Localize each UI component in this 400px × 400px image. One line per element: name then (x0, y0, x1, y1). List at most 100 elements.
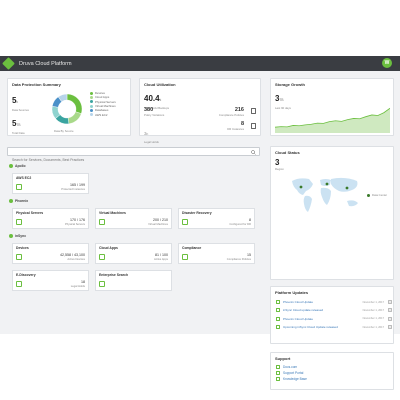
donut-caption: Data By Source (54, 129, 74, 133)
legend-dot-icon (90, 108, 93, 112)
update-link[interactable]: inSync Cloud update released (283, 308, 324, 313)
compliance-icon (182, 254, 188, 260)
data-protection-title: Data Protection Summary (12, 82, 61, 87)
legend-item: AWS EC2 (90, 112, 116, 117)
legend-label: AWS EC2 (95, 112, 108, 117)
search-icon[interactable] (251, 149, 256, 155)
devices-icon (16, 254, 22, 260)
backups-value: 40.4 (144, 94, 160, 103)
cloud-utilization-card: Cloud Utilization 40.4k Successful Backu… (139, 78, 261, 144)
support-link[interactable]: Docs.com (283, 365, 298, 369)
region-label: Region (275, 167, 284, 171)
total-data-value: 5 (12, 119, 17, 128)
update-icon (276, 308, 280, 313)
dismiss-icon[interactable]: × (388, 308, 392, 313)
tile-cloud-apps[interactable]: Cloud Apps 81 / 100 Active Apps (95, 243, 172, 264)
dismiss-icon[interactable]: × (388, 300, 392, 305)
dismiss-icon[interactable]: × (388, 325, 392, 330)
data-source-legend: Devices Cloud Apps Physical Servers Virtual… (90, 91, 116, 117)
support-link[interactable]: Knowledge Base (283, 377, 307, 381)
data-sources-value: 5 (12, 96, 17, 105)
update-icon (276, 325, 280, 330)
legend-item: Virtual Machines (90, 104, 116, 108)
storage-growth-title: Storage Growth (275, 82, 306, 87)
data-sources-label: Data Sources (12, 108, 29, 112)
aws-ec2-icon (16, 184, 22, 190)
user-avatar[interactable]: W (382, 58, 392, 68)
cloud-apps-icon (99, 254, 105, 260)
dr-instances-value: 8 (240, 121, 244, 127)
donut-slice-0[interactable] (66, 93, 83, 114)
virtual-machine-icon (99, 219, 105, 225)
phoenix-icon (9, 199, 13, 203)
section-phoenix: Phoenix (9, 199, 28, 203)
datacenter-asia-marker[interactable] (345, 186, 349, 190)
tile-physical-servers[interactable]: Physical Servers 170 / 176 Physical Serv… (12, 208, 89, 229)
update-item[interactable]: Phoenix Cloud Update November 1, 2017 × (276, 315, 392, 323)
update-link[interactable]: Phoenix Cloud Update (283, 316, 314, 321)
server-icon (16, 219, 22, 225)
update-item[interactable]: Phoenix Cloud Update November 1, 2017 × (276, 298, 392, 306)
platform-updates-list: Phoenix Cloud Update November 1, 2017 × inS… (276, 298, 392, 331)
datacenter-us-marker[interactable] (299, 185, 303, 189)
top-bar: Druva Cloud Platform W (0, 56, 400, 71)
enterprise-search-icon (99, 281, 105, 287)
storage-area (275, 108, 390, 133)
donut-slice-1[interactable] (67, 111, 82, 125)
update-link[interactable]: Upcoming inSync Cloud Update released (283, 325, 338, 330)
support-link[interactable]: Support Portal (283, 371, 304, 375)
apollo-icon (9, 164, 13, 168)
platform-updates-title: Platform Updates (275, 290, 309, 295)
support-item[interactable]: Knowledge Base (276, 376, 307, 382)
storage-growth-chart[interactable] (275, 107, 390, 133)
search-bar (7, 147, 260, 164)
policy-violations-label: Policy Violations (144, 113, 165, 117)
update-icon (276, 300, 280, 305)
support-title: Support (275, 356, 291, 361)
cloud-status-card: Cloud Status 3 Region Data Center (270, 146, 394, 280)
data-sources-unit: k (16, 100, 19, 104)
document-icon[interactable] (251, 108, 256, 114)
insync-icon (9, 234, 13, 238)
update-date: November 1, 2017 (362, 325, 384, 329)
tile-enterprise-search[interactable]: Enterprise Search (95, 270, 172, 291)
legend-dot-icon (90, 95, 93, 99)
legend-dot-icon (90, 113, 93, 117)
update-item[interactable]: Upcoming inSync Cloud Update released Nov… (276, 323, 392, 331)
tile-aws-ec2[interactable]: AWS EC2 165 / 199 Protected Instances (12, 173, 89, 194)
update-date: November 1, 2017 (362, 300, 384, 304)
app-title: Druva Cloud Platform (19, 60, 72, 67)
druva-logo-icon[interactable] (2, 57, 15, 70)
total-data-unit: TB (16, 123, 21, 127)
tile-devices[interactable]: Devices 42,558 / 43,100 Active Devices (12, 243, 89, 264)
datacenter-eu-marker[interactable] (325, 182, 329, 186)
tile-e-discovery[interactable]: E-Discovery 18 Legal Holds (12, 270, 89, 291)
app-window: Druva Cloud Platform W Data Protection S… (0, 56, 400, 390)
legal-holds-unit: K (146, 132, 149, 136)
support-item[interactable]: Docs.com (276, 364, 307, 370)
section-insync: inSync (9, 234, 26, 238)
tile-compliance[interactable]: Compliance 15 Compliance Policies (178, 243, 255, 264)
donut-slice-5[interactable] (57, 93, 68, 102)
world-map[interactable] (289, 175, 364, 215)
data-by-source-donut[interactable] (48, 90, 86, 128)
support-link-icon (276, 365, 280, 369)
legend-label: Virtual Machines (95, 104, 116, 109)
update-link[interactable]: Phoenix Cloud Update (283, 300, 314, 305)
disaster-recovery-icon (182, 219, 188, 225)
storage-growth-card: Storage Growth 3TB Last 90 days (270, 78, 394, 136)
legend-dot-icon (90, 104, 93, 108)
update-item[interactable]: inSync Cloud update released November 1, … (276, 306, 392, 314)
support-item[interactable]: Support Portal (276, 370, 307, 376)
region-count: 3 (275, 158, 280, 167)
legal-holds-label: Legal Holds (144, 140, 159, 144)
dismiss-icon[interactable]: × (388, 316, 392, 321)
data-protection-card: Data Protection Summary 5k Data Sources … (7, 78, 131, 136)
update-date: November 1, 2017 (362, 308, 384, 312)
support-link-icon (276, 377, 280, 381)
tile-disaster-recovery[interactable]: Disaster Recovery 8 Configured for DR (178, 208, 255, 229)
search-input[interactable] (8, 156, 238, 164)
section-apollo: Apollo (9, 164, 26, 168)
tile-virtual-machines[interactable]: Virtual Machines 200 / 210 Virtual Machi… (95, 208, 172, 229)
clipboard-icon[interactable] (251, 123, 256, 129)
